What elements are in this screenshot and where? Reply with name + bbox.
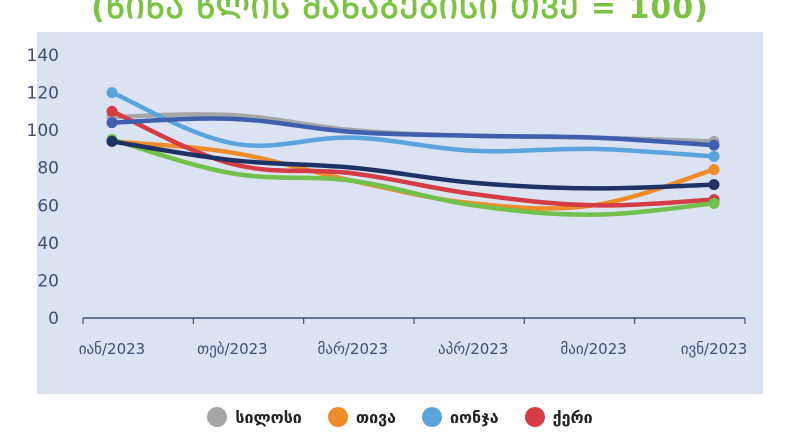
series-6 [106, 116, 720, 151]
series-2 [106, 87, 720, 162]
legend-label: თივა [355, 407, 396, 427]
x-tick-label: თებ/2023 [197, 340, 268, 358]
axes: 0 20 40 60 80 100 120 140 იან/2023 თებ/2023 მარ/20… [27, 46, 748, 358]
series-line [109, 116, 717, 148]
data-point [106, 105, 118, 117]
series-5 [106, 135, 720, 191]
legend-marker [524, 407, 545, 427]
x-tick-label: იან/2023 [79, 340, 145, 358]
data-point [106, 87, 118, 99]
y-tick-label: 20 [37, 271, 59, 291]
series-line [109, 137, 717, 217]
y-tick-label: 100 [27, 121, 59, 141]
legend-item-silosi: სილოსი [207, 407, 302, 427]
legend-marker [327, 407, 348, 427]
y-tick-label: 0 [48, 309, 59, 329]
x-tick-label: მაი/2023 [560, 340, 626, 358]
data-point [708, 179, 720, 191]
legend-marker [421, 407, 442, 427]
legend-item-ionja: იონჯა [421, 407, 499, 427]
series-layer [106, 87, 720, 217]
legend-label: ქერი [552, 407, 593, 427]
legend: სილოსი თივა იონჯა ქერი [0, 402, 800, 432]
data-point [708, 164, 720, 176]
x-tick-label: ივნ/2023 [681, 340, 748, 358]
series-1 [106, 135, 720, 211]
data-point [708, 139, 720, 151]
y-tick-label: 40 [37, 234, 59, 254]
series-line [109, 90, 717, 159]
legend-marker [207, 407, 228, 427]
chart-title: (ᲬᲘᲜᲐ ᲬᲚᲘᲡ ᲛᲐᲜᲐᲑᲔᲑᲘᲡᲘ ᲗᲕᲔ = 100) [91, 0, 709, 26]
data-point [106, 117, 118, 129]
legend-label: სილოსი [235, 407, 302, 427]
y-tick-label: 80 [37, 159, 59, 179]
legend-label: იონჯა [449, 407, 499, 427]
x-tick-label: აპრ/2023 [438, 340, 508, 358]
data-point [708, 150, 720, 162]
series-line [109, 139, 717, 191]
data-point [708, 197, 720, 209]
y-tick-label: 60 [37, 196, 59, 216]
y-tick-label: 120 [27, 84, 59, 104]
legend-item-keri: ქერი [524, 407, 593, 427]
y-tick-label: 140 [27, 46, 59, 66]
legend-item-tiva: თივა [327, 407, 396, 427]
data-point [106, 135, 118, 147]
x-tick-label: მარ/2023 [317, 340, 388, 358]
